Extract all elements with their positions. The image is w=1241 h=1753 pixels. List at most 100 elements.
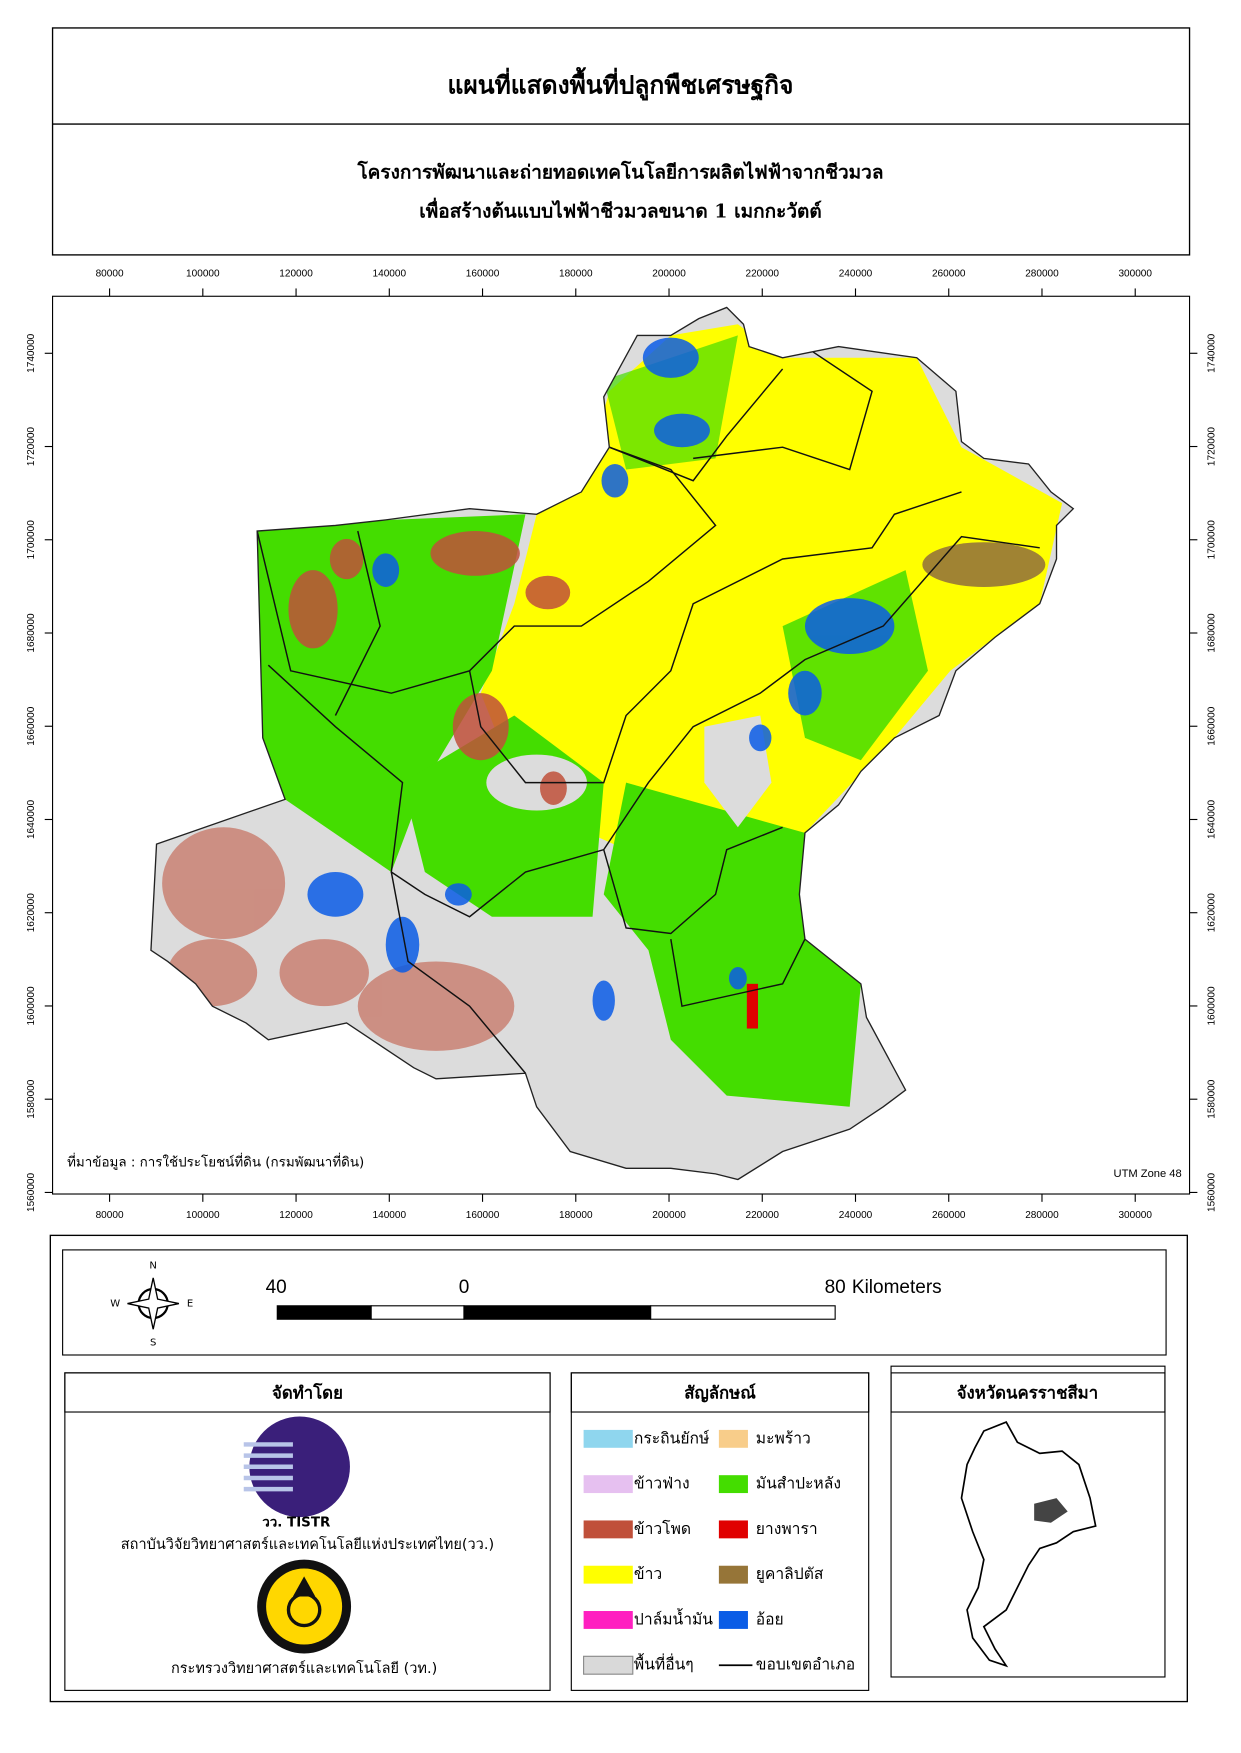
legend-items: กระถินยักษ์ข้าวฟ่างข้าวโพดข้าวปาล์มน้ำมั… [583, 1428, 855, 1675]
x-tick-label: 300000 [1118, 1210, 1152, 1221]
legend-label: อ้อย [756, 1609, 784, 1628]
legend-label: พื้นที่อื่นๆ [634, 1653, 694, 1674]
y-tick-label: 1580000 [1207, 1079, 1218, 1119]
eucalyptus-patch [922, 542, 1046, 587]
x-tick-label: 300000 [1118, 269, 1152, 280]
x-tick-label: 280000 [1025, 1210, 1059, 1221]
y-tick-label: 1720000 [1207, 427, 1218, 467]
y-tick-label: 1660000 [26, 706, 37, 746]
scale-bar: 40 0 80 Kilometers [266, 1277, 942, 1320]
x-tick-label: 200000 [652, 269, 686, 280]
rubber-patch [746, 983, 759, 1029]
y-tick-label: 1620000 [26, 893, 37, 933]
x-tick-label: 100000 [186, 269, 220, 280]
y-tick-label: 1600000 [1207, 986, 1218, 1026]
y-tick-label: 1700000 [26, 520, 37, 560]
province-map [150, 306, 1075, 1181]
x-tick-label: 80000 [96, 1210, 124, 1221]
x-tick-label: 120000 [279, 1210, 313, 1221]
x-tick-label: 280000 [1025, 269, 1059, 280]
scale-label: 0 [459, 1277, 470, 1298]
x-tick-label: 260000 [932, 269, 966, 280]
legend-swatch [583, 1475, 633, 1494]
x-tick-label: 160000 [466, 269, 500, 280]
legend-label: ข้าว [634, 1564, 662, 1583]
y-tick-label: 1580000 [26, 1079, 37, 1119]
y-tick-label: 1740000 [1207, 333, 1218, 373]
source-note: ที่มาข้อมูล : การใช้ประโยชน์ที่ดิน (กรมพ… [67, 1153, 364, 1171]
y-tick-label: 1620000 [1207, 893, 1218, 933]
compass-label: N [149, 1261, 157, 1272]
cassava-area [603, 782, 861, 1107]
province-outline [150, 306, 1075, 1181]
x-tick-label: 240000 [839, 269, 873, 280]
legend-swatch [718, 1611, 748, 1629]
x-tick-label: 260000 [932, 1210, 966, 1221]
x-tick-label: 200000 [652, 1210, 686, 1221]
x-tick-label: 160000 [466, 1210, 500, 1221]
legend-label: ยางพารา [756, 1519, 818, 1538]
producer-header [64, 1372, 551, 1413]
legend-label: กระถินยักษ์ [634, 1428, 710, 1447]
x-tick-label: 140000 [373, 1210, 407, 1221]
legend-swatch [583, 1611, 633, 1629]
inset-title: จังหวัดนครราชสีมา [957, 1383, 1098, 1403]
y-tick-label: 1640000 [1207, 800, 1218, 840]
logo-text: วว. TISTR [262, 1516, 331, 1531]
compass-label: S [150, 1338, 156, 1349]
legend-swatch [718, 1565, 748, 1584]
scale-label: 80 [825, 1277, 846, 1298]
subtitle: โครงการพัฒนาและถ่ายทอดเทคโนโลยีการผลิตไฟ… [356, 160, 883, 183]
x-tick-label: 140000 [373, 269, 407, 280]
scale-frame [62, 1249, 1167, 1356]
map-title: แผนที่แสดงพื้นที่ปลูกพืชเศรษฐกิจ [448, 67, 794, 102]
legend-label: ข้าวโพด [634, 1519, 691, 1538]
legend-frame [49, 1234, 1188, 1703]
header-frame [51, 27, 1191, 256]
x-tick-label: 80000 [96, 269, 124, 280]
tistr-logo: วว. TISTR [243, 1416, 350, 1531]
legend-label: ขอบเขตอำเภอ [756, 1655, 855, 1674]
legend-label: ปาล์มน้ำมัน [634, 1607, 713, 1628]
y-tick-label: 1600000 [26, 986, 37, 1026]
legend-swatch [583, 1520, 633, 1539]
legend-label: ข้าวฟ่าง [634, 1474, 690, 1493]
y-tick-label: 1680000 [1207, 613, 1218, 653]
legend-label: มะพร้าว [756, 1428, 811, 1447]
organization: กระทรวงวิทยาศาสตร์และเทคโนโลยี (วท.) [171, 1659, 437, 1677]
x-tick-label: 100000 [186, 1210, 220, 1221]
legend-title: สัญลักษณ์ [684, 1383, 756, 1404]
inset-thailand [960, 1421, 1097, 1668]
legend-swatch [583, 1429, 633, 1448]
x-tick-label: 180000 [559, 1210, 593, 1221]
legend-swatch [583, 1565, 633, 1584]
inset-header [890, 1372, 1166, 1413]
y-tick-label: 1640000 [26, 800, 37, 840]
legend-swatch [583, 1655, 634, 1675]
sugarcane-patches [307, 337, 895, 1021]
legend-label: มันสำปะหลัง [756, 1474, 841, 1493]
y-tick-label: 1700000 [1207, 520, 1218, 560]
producer-title: จัดทำโดย [272, 1383, 343, 1403]
legend-swatch [718, 1520, 748, 1539]
projection-note: UTM Zone 48 [1114, 1168, 1182, 1180]
compass-label: W [110, 1299, 120, 1310]
scale-label: 40 [266, 1277, 287, 1298]
compass-label: E [187, 1299, 193, 1310]
x-tick-label: 180000 [559, 269, 593, 280]
y-tick-label: 1560000 [26, 1172, 37, 1212]
legend-swatch [718, 1475, 748, 1494]
x-tick-label: 240000 [839, 1210, 873, 1221]
district-boundaries [256, 345, 1040, 1074]
y-tick-label: 1560000 [1207, 1172, 1218, 1212]
legend-label: ยูคาลิปตัส [756, 1564, 824, 1584]
y-tick-label: 1680000 [26, 613, 37, 653]
x-tick-label: 120000 [279, 269, 313, 280]
compass: N E S W [110, 1261, 193, 1349]
subtitle: เพื่อสร้างต้นแบบไฟฟ้าชีวมวลขนาด 1 เมกกะว… [419, 197, 821, 222]
y-tick-label: 1740000 [26, 333, 37, 373]
y-tick-label: 1660000 [1207, 706, 1218, 746]
legend-header [570, 1372, 870, 1413]
